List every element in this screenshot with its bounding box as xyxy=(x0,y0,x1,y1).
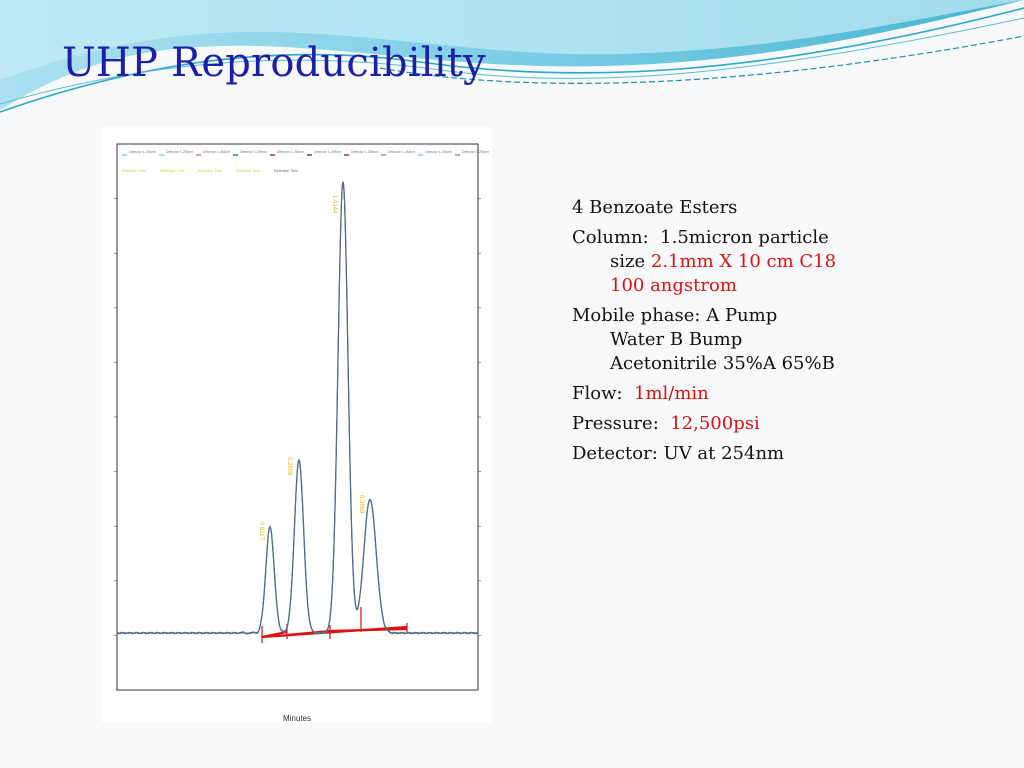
legend-entry: Detector 1-254nm xyxy=(351,150,378,154)
legend-entry: Detector 1-254nm xyxy=(314,150,341,154)
legend-entry: Detector 1-254nm xyxy=(388,150,415,154)
legend-entry: Detector 1-254nm xyxy=(203,150,230,154)
legend-entry: Retention Time xyxy=(160,169,184,173)
legend-entry: Detector 1-254nm xyxy=(425,150,452,154)
legend-entry: Detector 1-254nm xyxy=(240,150,267,154)
chromatogram-panel: Detector 1-254nm Detector 1-254nm Detector… xyxy=(102,127,492,723)
legend-entry: Detector 1-254nm xyxy=(129,150,156,154)
mobile-phase-line: Mobile phase: A Pump Water B Bump Aceton… xyxy=(572,305,835,374)
peak-label: 0.2898 xyxy=(286,457,292,476)
legend-entry: Retention Time xyxy=(198,169,222,173)
x-axis-label: Minutes xyxy=(283,714,311,723)
chromatogram-chart: Detector 1-254nm Detector 1-254nm Detector… xyxy=(114,143,489,723)
method-details: 4 Benzoate Esters Column: 1.5micron part… xyxy=(572,196,902,472)
legend-entry: Detector 1-254nm xyxy=(166,150,193,154)
detector-line: Detector: UV at 254nm xyxy=(572,443,785,464)
plot-area xyxy=(116,143,479,691)
legend-entry: Retention Time xyxy=(236,169,260,173)
chromatogram-trace xyxy=(116,181,479,635)
legend-entry: Retention Time xyxy=(122,169,146,173)
column-line: Column: 1.5micron particle size 2.1mm X … xyxy=(572,227,837,296)
legend-entry: Retention Time xyxy=(274,169,298,173)
peak-label: 1.4144 xyxy=(331,195,337,214)
slide-title: UHP Reproducibility xyxy=(62,40,486,86)
legend-entry: Detector 1-254nm xyxy=(462,150,489,154)
pressure-line: Pressure: 12,500psi xyxy=(572,413,760,434)
legend-entry: Detector 1-254nm xyxy=(277,150,304,154)
flow-line: Flow: 1ml/min xyxy=(572,383,709,404)
peak-label: 0.6117 xyxy=(258,522,264,541)
esters-line: 4 Benzoate Esters xyxy=(572,197,738,218)
peak-label: 0.3869 xyxy=(358,495,364,514)
header-wave-decoration xyxy=(0,0,1024,113)
